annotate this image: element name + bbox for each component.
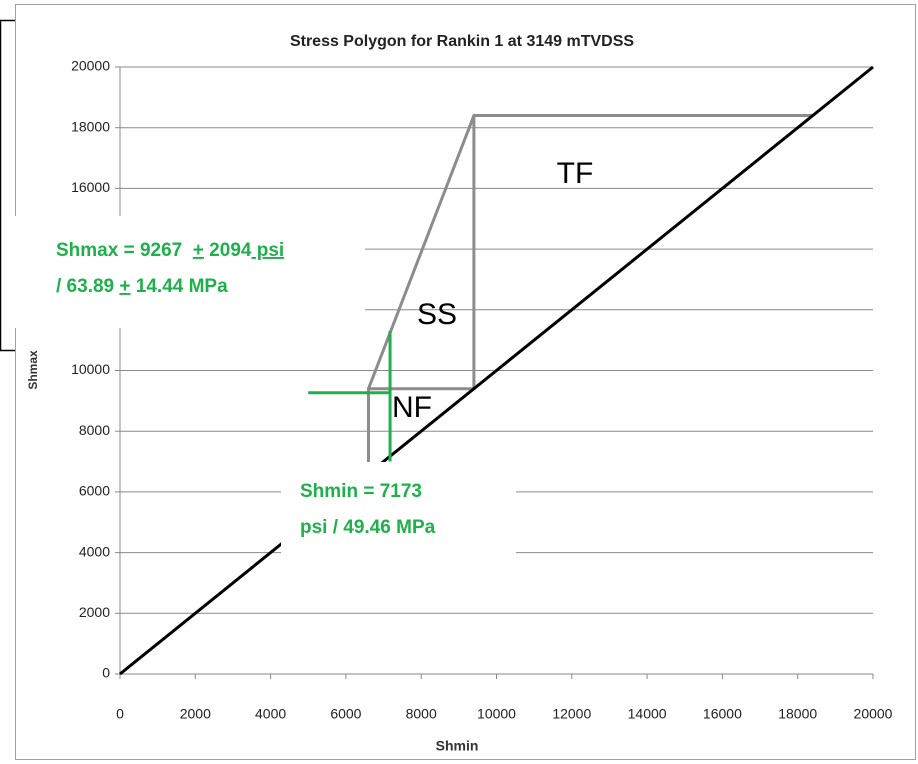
y-tick-label: 20000 bbox=[71, 58, 110, 74]
x-axis-label: Shmin bbox=[436, 738, 479, 754]
info-text-part: Shmin = 7173 bbox=[300, 481, 422, 502]
x-tick-label: 2000 bbox=[180, 706, 211, 722]
y-tick-label: 0 bbox=[102, 665, 110, 681]
info-text: psi / 49.46 MPa bbox=[300, 517, 436, 538]
x-tick-label: 4000 bbox=[255, 706, 286, 722]
y-tick-label: 2000 bbox=[79, 604, 110, 620]
x-tick-label: 14000 bbox=[628, 706, 667, 722]
info-text-part: / 63.89 bbox=[56, 276, 119, 297]
x-tick-label: 0 bbox=[116, 706, 124, 722]
series-line bbox=[119, 65, 874, 676]
y-tick-label: 18000 bbox=[71, 118, 110, 134]
info-text-part: Shmax = 9267 bbox=[56, 240, 193, 261]
x-tick-label: 6000 bbox=[330, 706, 361, 722]
x-tick-label: 8000 bbox=[406, 706, 437, 722]
region-label: TF bbox=[557, 157, 594, 190]
y-tick-label: 8000 bbox=[79, 422, 110, 438]
region-label: SS bbox=[417, 298, 457, 331]
cropped-box bbox=[0, 19, 15, 352]
x-tick-label: 16000 bbox=[703, 706, 742, 722]
x-tick-label: 18000 bbox=[778, 706, 817, 722]
info-text: Shmax = 9267 + 2094 psi bbox=[56, 240, 284, 261]
y-tick-label: 4000 bbox=[79, 543, 110, 559]
info-text-part: psi / 49.46 MPa bbox=[300, 517, 436, 538]
info-text-part: psi bbox=[251, 240, 284, 261]
x-tick-label: 12000 bbox=[552, 706, 591, 722]
info-text-part: + bbox=[193, 240, 204, 261]
info-box bbox=[15, 216, 365, 328]
series-line bbox=[308, 331, 392, 462]
info-text-part: 14.44 MPa bbox=[131, 276, 229, 297]
x-tick-label: 20000 bbox=[854, 706, 893, 722]
chart-frame bbox=[15, 4, 916, 760]
info-box bbox=[281, 462, 516, 556]
y-tick-label: 16000 bbox=[71, 179, 110, 195]
x-tick-label: 10000 bbox=[477, 706, 516, 722]
y-tick-label: 10000 bbox=[71, 361, 110, 377]
y-tick-label: 6000 bbox=[79, 483, 110, 499]
info-text-part: + bbox=[119, 276, 130, 297]
info-text: / 63.89 + 14.44 MPa bbox=[56, 276, 228, 297]
info-text: Shmin = 7173 bbox=[300, 481, 422, 502]
info-text-part: 2094 bbox=[204, 240, 252, 261]
y-axis-label: Shmax bbox=[26, 350, 40, 390]
region-label: NF bbox=[392, 391, 432, 424]
chart-title: Stress Polygon for Rankin 1 at 3149 mTVD… bbox=[290, 33, 634, 50]
